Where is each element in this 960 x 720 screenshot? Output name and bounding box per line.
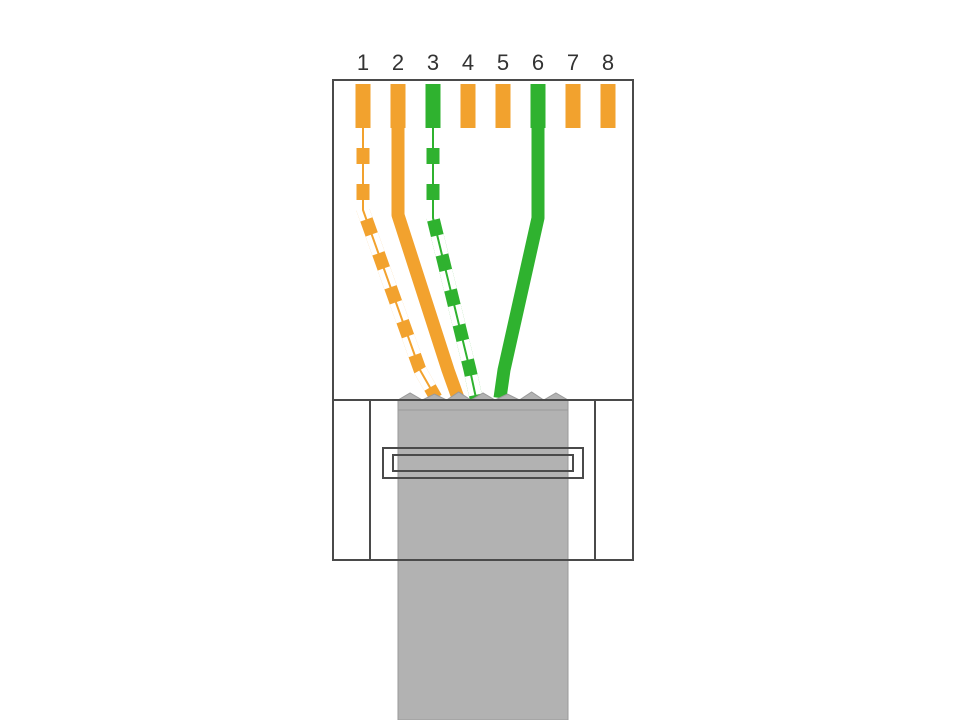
pin-contact-3	[426, 84, 441, 128]
diagram-stage: 12345678	[0, 0, 960, 720]
pin-contact-7	[566, 84, 581, 128]
rj45-wiring-diagram: 12345678	[0, 0, 960, 720]
pin-label-3: 3	[427, 50, 439, 75]
pin-label-8: 8	[602, 50, 614, 75]
pin-label-7: 7	[567, 50, 579, 75]
pin-contact-2	[391, 84, 406, 128]
pin-contact-1	[356, 84, 371, 128]
pin-contact-4	[461, 84, 476, 128]
pin-label-6: 6	[532, 50, 544, 75]
pin-contact-5	[496, 84, 511, 128]
pin-contact-6	[531, 84, 546, 128]
pin-label-2: 2	[392, 50, 404, 75]
pin6-green	[500, 128, 538, 398]
pin-contact-8	[601, 84, 616, 128]
pin-label-1: 1	[357, 50, 369, 75]
wires-group	[363, 128, 538, 398]
pin-label-4: 4	[462, 50, 474, 75]
pin-label-5: 5	[497, 50, 509, 75]
